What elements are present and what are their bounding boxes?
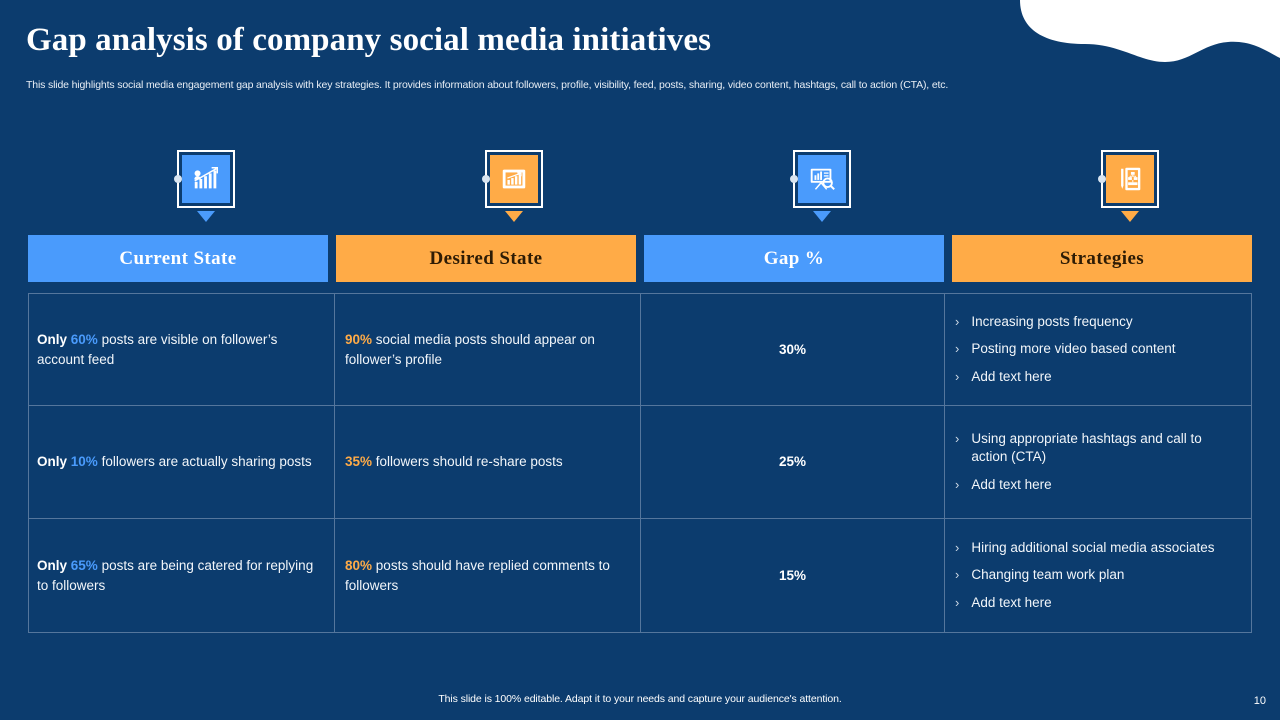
badge-strategies[interactable]	[1071, 150, 1189, 222]
page-number: 10	[1253, 695, 1266, 707]
badge-pointer-arrow	[505, 211, 523, 222]
gap-value: 15%	[778, 567, 807, 583]
badge-pointer-arrow	[197, 211, 215, 222]
chevron-right-icon: ›	[955, 431, 960, 447]
table-header-row: Current State Desired State Gap % Strate…	[28, 235, 1252, 282]
column-header-desired-state: Desired State	[336, 235, 636, 282]
badge-dot	[482, 175, 490, 183]
strategy-text: Add text here	[971, 368, 1052, 384]
chevron-right-icon: ›	[955, 314, 960, 330]
strategy-item: › Using appropriate hashtags and call to…	[955, 430, 1241, 466]
desired-value: 80%	[345, 558, 373, 574]
strategy-text: Using appropriate hashtags and call to a…	[971, 431, 1202, 465]
badge-inner	[490, 155, 538, 203]
current-text: posts are visible on follower’s account …	[37, 332, 278, 367]
gap-value: 25%	[778, 454, 807, 470]
badge-inner	[1106, 155, 1154, 203]
strategy-item: › Hiring additional social media associa…	[955, 539, 1241, 557]
badge-frame	[790, 150, 851, 208]
strategy-text: Add text here	[971, 594, 1052, 610]
chevron-right-icon: ›	[955, 540, 960, 556]
badge-dot	[790, 175, 798, 183]
current-text: posts are being catered for replying to …	[37, 558, 314, 593]
desired-text: social media posts should appear on foll…	[345, 332, 595, 367]
column-header-current-state: Current State	[28, 235, 328, 282]
strategy-document-pen-icon	[1121, 167, 1141, 191]
chevron-right-icon: ›	[955, 594, 960, 610]
badge-frame	[482, 150, 543, 208]
gap-value: 30%	[778, 341, 807, 357]
gap-analysis-table: Current State Desired State Gap % Strate…	[28, 235, 1252, 633]
desired-text: posts should have replied comments to fo…	[345, 558, 610, 593]
strategy-text: Add text here	[971, 476, 1052, 492]
column-header-strategies: Strategies	[952, 235, 1252, 282]
footer-note: This slide is 100% editable. Adapt it to…	[438, 693, 842, 705]
page-subtitle: This slide highlights social media engag…	[26, 79, 949, 91]
chevron-right-icon: ›	[955, 567, 960, 583]
badge-dot	[174, 175, 182, 183]
current-value: 60%	[70, 332, 98, 348]
current-prefix: Only	[37, 454, 68, 470]
strategy-item: › Changing team work plan	[955, 566, 1241, 584]
strategy-item: › Increasing posts frequency	[955, 313, 1241, 331]
badge-desired-state[interactable]	[455, 150, 573, 222]
badge-frame	[1098, 150, 1159, 208]
presentation-chart-board-icon	[502, 169, 526, 189]
cell-strategies: › Hiring additional social media associa…	[945, 519, 1252, 633]
strategy-item: › Add text here	[955, 368, 1241, 386]
cell-current-state: Only 65% posts are being catered for rep…	[29, 519, 335, 633]
cell-strategies: › Using appropriate hashtags and call to…	[945, 406, 1252, 519]
strategy-item: › Posting more video based content	[955, 340, 1241, 358]
cell-gap-percent: 15%	[641, 519, 945, 633]
table-row: Only 10% followers are actually sharing …	[29, 406, 1252, 519]
badge-gap-percent[interactable]	[763, 150, 881, 222]
cell-current-state: Only 60% posts are visible on follower’s…	[29, 294, 335, 406]
strategy-item: › Add text here	[955, 476, 1241, 494]
current-value: 65%	[70, 558, 98, 574]
column-header-gap-percent: Gap %	[644, 235, 944, 282]
table-row: Only 60% posts are visible on follower’s…	[29, 294, 1252, 406]
current-value: 10%	[70, 454, 98, 470]
cell-gap-percent: 25%	[641, 406, 945, 519]
strategy-item: › Add text here	[955, 594, 1241, 612]
cell-current-state: Only 10% followers are actually sharing …	[29, 406, 335, 519]
cell-gap-percent: 30%	[641, 294, 945, 406]
badge-pointer-arrow	[813, 211, 831, 222]
chevron-right-icon: ›	[955, 341, 960, 357]
badge-current-state[interactable]	[147, 150, 265, 222]
strategy-text: Changing team work plan	[971, 567, 1125, 583]
desired-value: 90%	[345, 332, 373, 348]
desired-text: followers should re-share posts	[375, 454, 563, 470]
presentation-analysis-magnifier-icon	[810, 168, 835, 191]
strategy-text: Posting more video based content	[971, 341, 1176, 357]
chevron-right-icon: ›	[955, 476, 960, 492]
chevron-right-icon: ›	[955, 368, 960, 384]
badge-inner	[182, 155, 230, 203]
current-prefix: Only	[37, 558, 68, 574]
decorative-wave-shape	[1020, 0, 1280, 62]
badge-pointer-arrow	[1121, 211, 1139, 222]
table-body: Only 60% posts are visible on follower’s…	[28, 293, 1252, 633]
cell-strategies: › Increasing posts frequency › Posting m…	[945, 294, 1252, 406]
cell-desired-state: 90% social media posts should appear on …	[335, 294, 641, 406]
icon-badges-row	[28, 150, 1252, 236]
table-row: Only 65% posts are being catered for rep…	[29, 519, 1252, 633]
desired-value: 35%	[345, 454, 373, 470]
badge-inner	[798, 155, 846, 203]
current-prefix: Only	[37, 332, 68, 348]
cell-desired-state: 80% posts should have replied comments t…	[335, 519, 641, 633]
current-text: followers are actually sharing posts	[101, 454, 312, 470]
page-title: Gap analysis of company social media ini…	[26, 22, 712, 58]
badge-frame	[174, 150, 235, 208]
badge-dot	[1098, 175, 1106, 183]
bar-chart-growth-icon	[194, 167, 218, 189]
strategy-text: Hiring additional social media associate…	[971, 540, 1215, 556]
strategy-text: Increasing posts frequency	[971, 314, 1133, 330]
cell-desired-state: 35% followers should re-share posts	[335, 406, 641, 519]
